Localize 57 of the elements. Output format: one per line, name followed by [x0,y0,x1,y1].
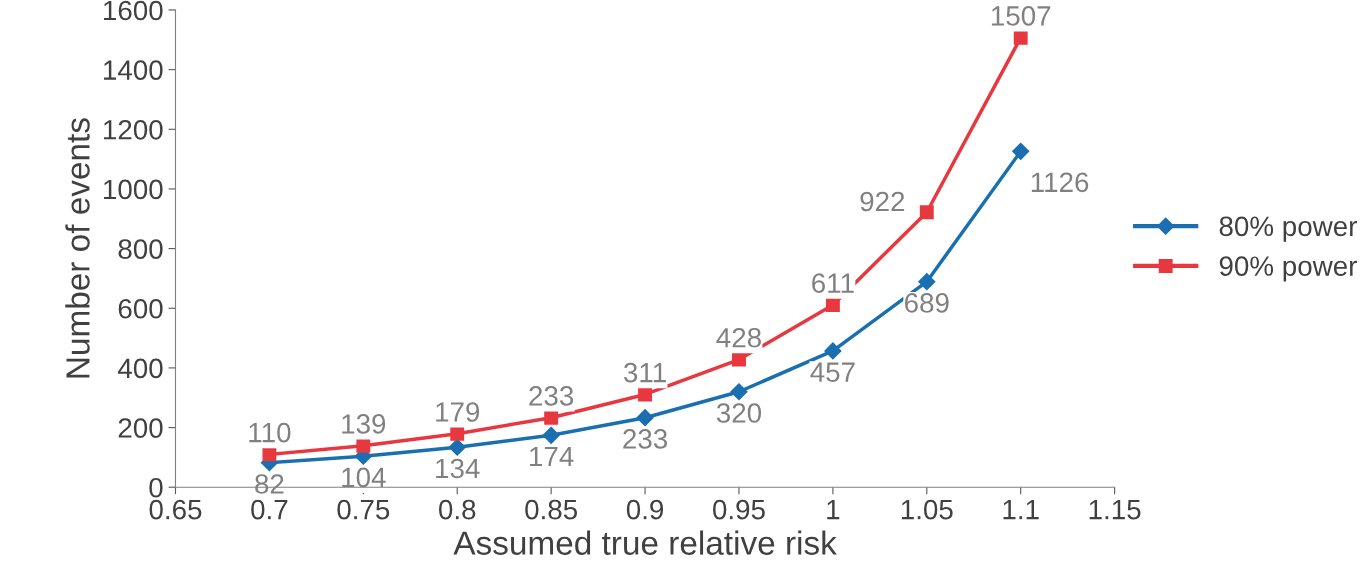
legend-label: 90% power [1219,256,1357,282]
data-label: 311 [623,362,666,383]
data-label: 922 [860,191,905,212]
point [919,205,934,220]
data-label: 179 [436,402,480,422]
point [638,387,653,402]
data-label: 139 [342,414,386,434]
data-label: 1507 [991,6,1051,26]
point [262,447,277,462]
point [732,352,746,367]
point [730,383,748,401]
point [918,273,936,291]
point [824,342,842,360]
data-label: 110 [249,422,291,443]
x-tick-label: 1 [827,500,840,520]
data-label: 428 [716,327,761,348]
data-label: 233 [529,386,574,406]
y-tick-label: 1200 [104,119,163,140]
y-tick-label: 0 [149,477,163,498]
legend-label: 80% power [1219,216,1357,242]
y-tick-label: 400 [117,358,163,379]
x-axis-title: Assumed true relative risk [453,530,837,555]
point [825,298,840,312]
data-label: 457 [810,362,855,382]
y-tick-label: 1400 [104,60,163,80]
x-tick-label: 0.65 [149,499,202,520]
y-tick-label: 1600 [104,0,163,21]
y-tick-label: 200 [118,418,163,438]
x-tick-label: 1.1 [1003,500,1039,520]
data-label: 233 [623,429,668,449]
point [544,410,559,425]
data-label: 1126 [1031,172,1089,193]
data-label: 104 [342,467,386,488]
x-tick-label: 0.9 [626,499,664,520]
point [450,426,465,441]
data-label: 689 [905,293,949,313]
y-tick-label: 600 [118,298,163,319]
point [356,438,371,453]
x-tick-label: 1.05 [901,499,953,520]
data-label: 320 [716,403,762,423]
point [636,409,654,427]
x-tick-label: 1.15 [1089,500,1141,520]
point [1013,30,1028,45]
y-tick-label: 800 [118,239,163,259]
point [1012,142,1030,160]
x-tick-label: 0.8 [439,499,476,520]
x-tick-label: 0.75 [337,499,390,520]
x-tick-label: 0.7 [251,499,288,520]
x-tick-label: 0.85 [525,499,578,520]
point [448,438,466,456]
y-axis-title: Number of events [65,118,90,378]
y-tick-label: 1000 [104,179,163,200]
data-label: 611 [812,273,854,293]
data-label: 174 [530,447,574,467]
point [542,426,560,444]
data-label: 134 [436,458,480,479]
x-tick-label: 0.95 [713,499,765,520]
